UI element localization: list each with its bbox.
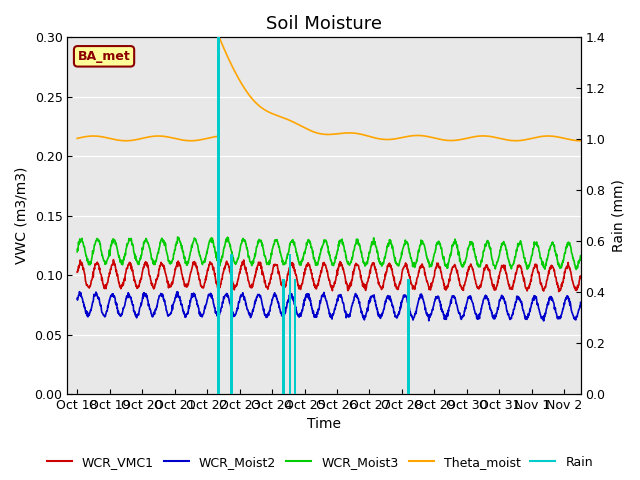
Bar [294, 279, 296, 394]
Bar [218, 37, 220, 394]
Y-axis label: VWC (m3/m3): VWC (m3/m3) [15, 167, 29, 264]
Bar [282, 279, 285, 394]
Legend: WCR_VMC1, WCR_Moist2, WCR_Moist3, Theta_moist, Rain: WCR_VMC1, WCR_Moist2, WCR_Moist3, Theta_… [42, 451, 598, 474]
Bar [407, 279, 410, 394]
Text: BA_met: BA_met [77, 50, 131, 63]
Title: Soil Moisture: Soil Moisture [266, 15, 382, 33]
Y-axis label: Rain (mm): Rain (mm) [611, 179, 625, 252]
Bar [230, 254, 232, 394]
Bar [289, 254, 291, 394]
X-axis label: Time: Time [307, 418, 341, 432]
